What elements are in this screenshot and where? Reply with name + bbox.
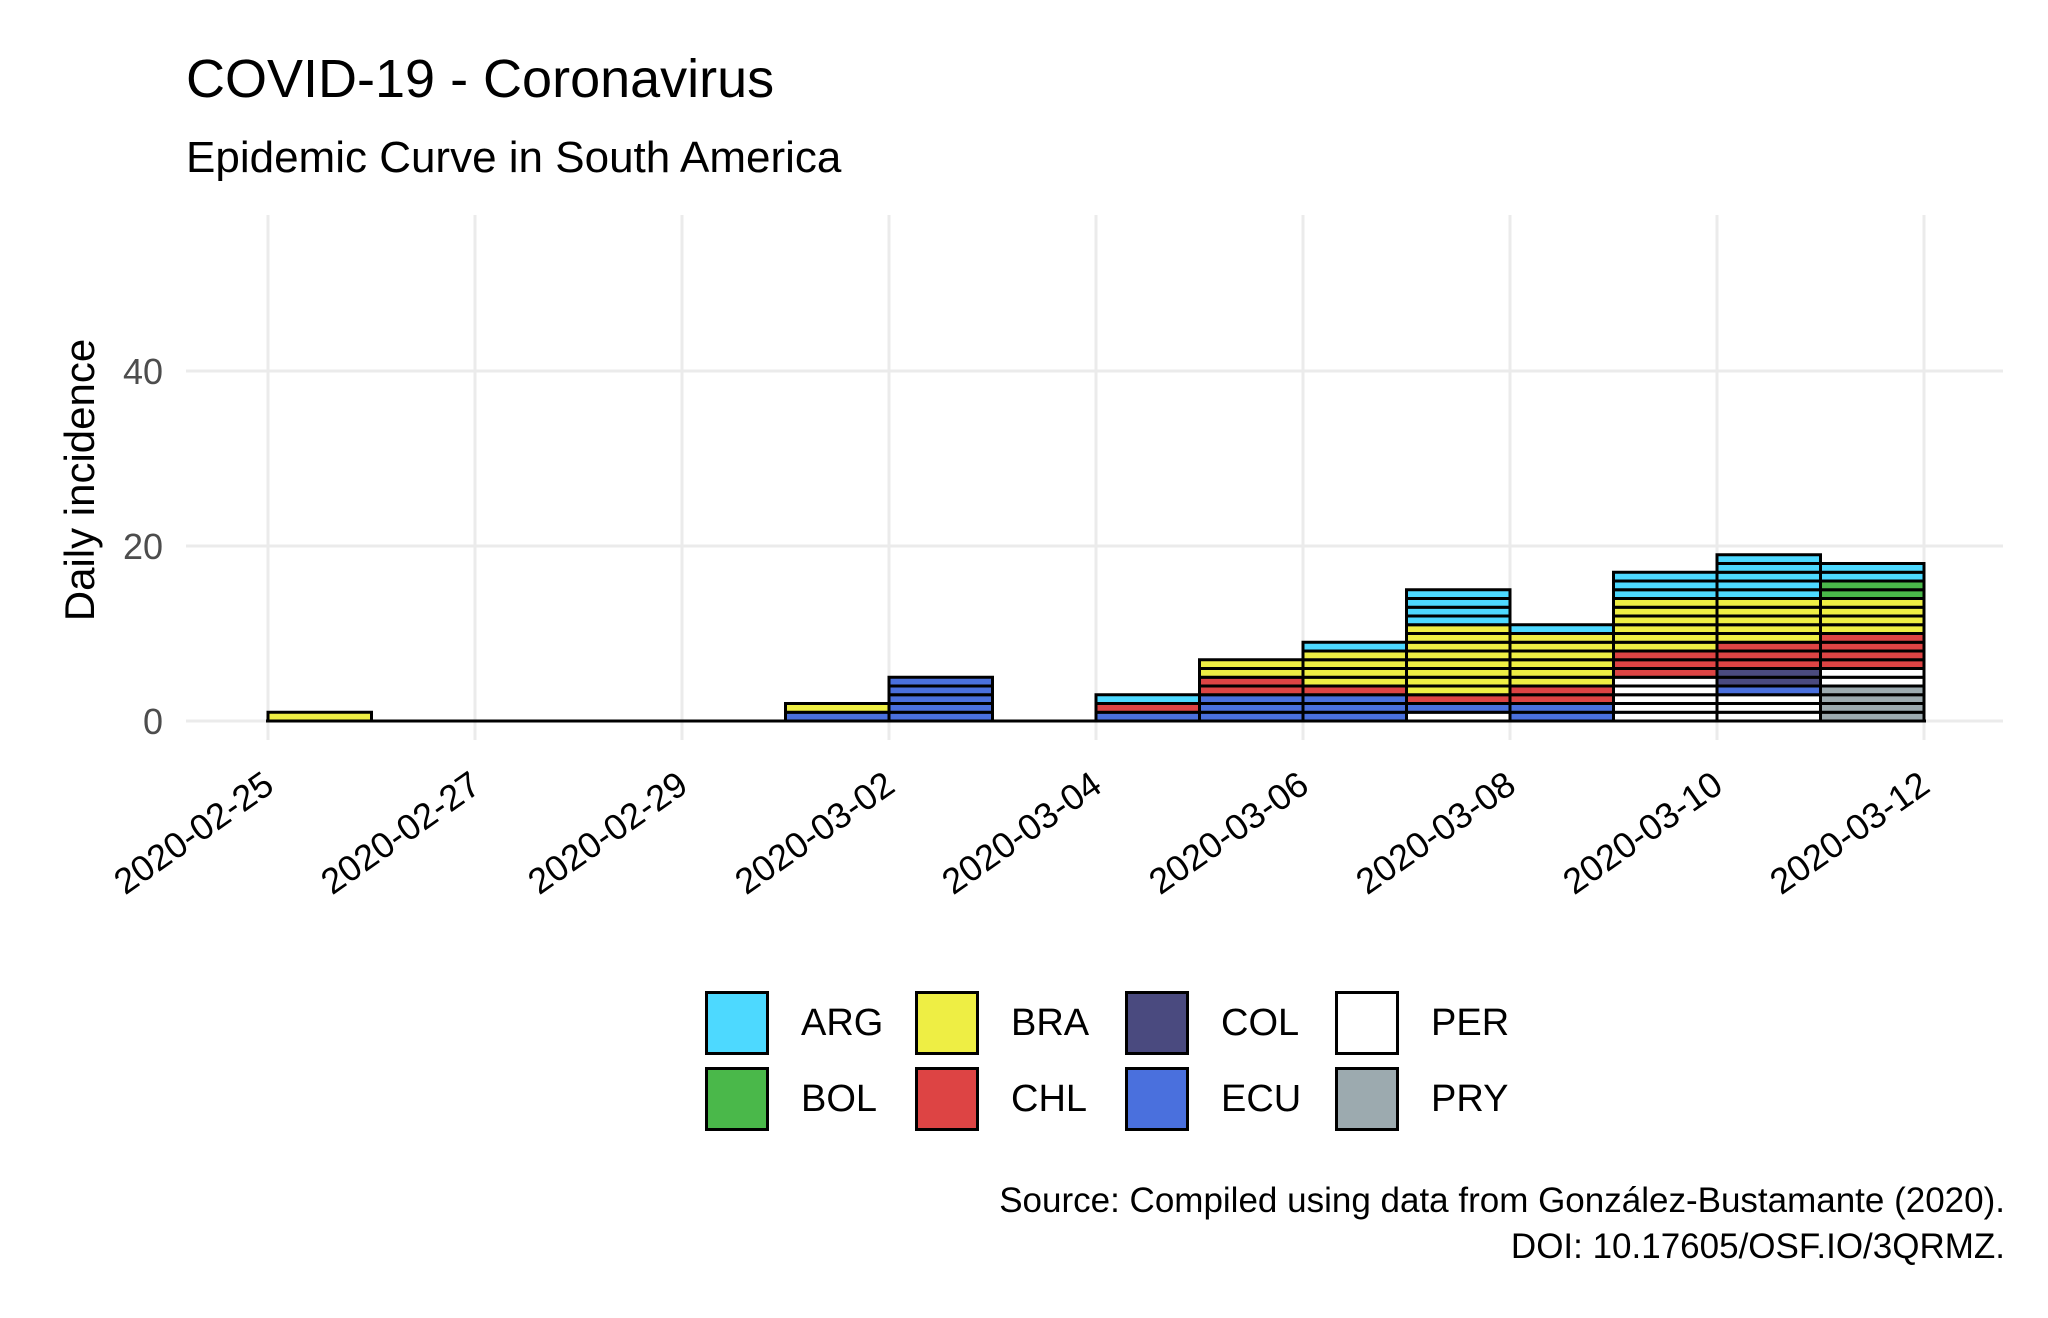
legend-swatch xyxy=(1335,1067,1399,1131)
legend-swatch xyxy=(1335,991,1399,1055)
x-tick-label: 2020-02-29 xyxy=(520,763,694,902)
legend-item-chl: CHL xyxy=(915,1064,1125,1134)
bar-segment-arg xyxy=(1405,588,1512,600)
legend-label: ARG xyxy=(801,1001,884,1044)
bar-segment-arg xyxy=(1715,553,1822,565)
legend-swatch xyxy=(1125,1067,1189,1131)
legend-item-arg: ARG xyxy=(705,988,915,1058)
caption-line-doi: DOI: 10.17605/OSF.IO/3QRMZ. xyxy=(1510,1227,2005,1266)
legend-item-col: COL xyxy=(1125,988,1335,1058)
legend-label: PER xyxy=(1431,1001,1510,1044)
x-tick-label: 2020-03-04 xyxy=(934,763,1108,902)
legend-item-bol: BOL xyxy=(705,1064,915,1134)
legend: ARG BOL BRA CHL COL ECU PER PRY xyxy=(705,988,1545,1134)
bar-segment-bra xyxy=(1198,658,1305,670)
x-tick-label: 2020-02-25 xyxy=(106,763,280,902)
legend-swatch xyxy=(1125,991,1189,1055)
chart-subtitle: Epidemic Curve in South America xyxy=(186,133,842,182)
legend-label: PRY xyxy=(1431,1077,1509,1120)
legend-label: ECU xyxy=(1221,1077,1302,1120)
legend-swatch xyxy=(915,991,979,1055)
bar-segment-arg xyxy=(1508,623,1615,635)
legend-label: BOL xyxy=(801,1077,878,1120)
x-tick-label: 2020-03-02 xyxy=(727,763,901,902)
bar-segment-arg xyxy=(1819,562,1926,574)
legend-item-pry: PRY xyxy=(1335,1064,1545,1134)
legend-swatch xyxy=(705,1067,769,1131)
legend-label: BRA xyxy=(1011,1001,1090,1044)
x-tick-label: 2020-02-27 xyxy=(313,763,487,902)
bar-segment-arg xyxy=(1301,640,1408,653)
y-tick-label: 40 xyxy=(123,351,163,392)
bar-segment-bra xyxy=(784,702,891,714)
x-tick-label: 2020-03-12 xyxy=(1762,763,1936,902)
legend-swatch xyxy=(705,991,769,1055)
bar-segment-ecu xyxy=(887,675,994,688)
x-tick-label: 2020-03-10 xyxy=(1555,763,1729,902)
legend-item-per: PER xyxy=(1335,988,1545,1058)
legend-item-ecu: ECU xyxy=(1125,1064,1335,1134)
legend-swatch xyxy=(915,1067,979,1131)
bars xyxy=(266,553,1926,723)
source-caption: Source: Compiled using data from Gonzále… xyxy=(999,1178,2005,1270)
legend-item-bra: BRA xyxy=(915,988,1125,1058)
x-tick-label: 2020-03-08 xyxy=(1348,763,1522,902)
chart-title: COVID-19 - Coronavirus xyxy=(186,49,775,109)
y-tick-label: 0 xyxy=(143,701,163,742)
bar-segment-arg xyxy=(1094,693,1201,705)
caption-line-source: Source: Compiled using data from Gonzále… xyxy=(999,1181,2005,1220)
y-tick-label: 20 xyxy=(123,526,163,567)
bar-segment-arg xyxy=(1612,570,1719,583)
legend-label: COL xyxy=(1221,1001,1300,1044)
legend-label: CHL xyxy=(1011,1077,1088,1120)
bar-segment-bra xyxy=(266,710,373,723)
x-tick-label: 2020-03-06 xyxy=(1141,763,1315,902)
